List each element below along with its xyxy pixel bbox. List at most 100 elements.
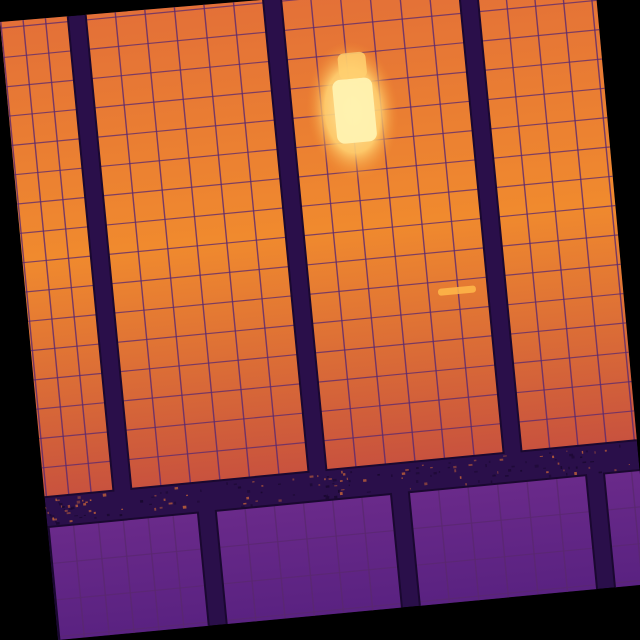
warm-strip — [438, 285, 476, 296]
panel-upper-3-border — [274, 0, 505, 472]
cell-line-h — [0, 79, 74, 92]
cell-line-h — [222, 566, 399, 585]
gap-speck — [549, 452, 552, 454]
panel-upper-2-border — [79, 0, 310, 490]
gap-speck — [438, 471, 441, 473]
cell-line-h — [415, 547, 594, 566]
gap-speck — [525, 461, 527, 464]
gap-speck — [309, 475, 314, 478]
gap-speck — [4, 503, 9, 506]
cell-line-h — [100, 148, 278, 168]
cell-line-h — [0, 0, 66, 4]
panel-upper-1-border — [0, 0, 115, 503]
gap-speck — [19, 508, 23, 511]
gap-speck — [85, 501, 88, 504]
gap-speck — [317, 475, 319, 478]
cell-line-h — [88, 31, 267, 50]
gap-speck — [237, 486, 242, 489]
gap-speck — [83, 514, 86, 517]
gap-speck — [196, 500, 200, 503]
cell-line-h — [510, 317, 640, 335]
gap-speck — [477, 480, 480, 483]
gap-speck — [551, 455, 555, 459]
gap-speck — [261, 484, 264, 487]
gap-speck — [47, 511, 49, 514]
gap-speck — [82, 499, 84, 502]
gap-speck — [163, 498, 166, 502]
gap-speck — [430, 474, 432, 477]
gap-speck — [447, 466, 451, 469]
gap-speck — [339, 491, 343, 496]
gap-speck — [503, 455, 507, 457]
gap-speck — [334, 495, 338, 499]
gap-speck — [497, 471, 499, 474]
gap-speck — [520, 469, 523, 472]
gap-speck — [488, 460, 491, 463]
cell-line-h — [312, 305, 490, 325]
gap-speck — [318, 484, 321, 486]
cell-line-h — [300, 188, 479, 207]
cell-line-h — [122, 383, 301, 402]
hotspot-top — [337, 51, 367, 80]
gap-speck — [168, 502, 173, 505]
cell-line-h — [0, 50, 72, 63]
cell-line-h — [52, 548, 202, 565]
gap-speck — [173, 501, 177, 505]
gap-speck — [292, 478, 295, 481]
gap-speck — [401, 477, 403, 479]
cell-line-h — [128, 441, 306, 461]
gap-speck — [421, 464, 424, 467]
gap-speck — [56, 499, 60, 502]
gap-speck — [339, 480, 343, 482]
gap-speck — [334, 485, 338, 487]
gap-speck — [243, 502, 247, 505]
cell-line-h — [614, 571, 640, 584]
gap-speck — [106, 513, 110, 517]
gap-speck — [102, 493, 107, 497]
cell-line-h — [59, 621, 209, 638]
cell-line-h — [320, 393, 499, 413]
panel-upper-4-border — [469, 0, 640, 453]
gap-speck — [5, 519, 7, 522]
cell-line-h — [226, 602, 402, 621]
gap-speck — [40, 503, 44, 506]
gap-speck — [328, 478, 332, 480]
gap-speck — [409, 487, 412, 490]
gap-speck — [433, 471, 437, 475]
gap-speck — [430, 466, 433, 469]
cell-line-h — [618, 608, 640, 621]
gap-speck — [543, 467, 546, 469]
gap-speck — [185, 494, 189, 497]
cell-line-h — [0, 255, 91, 268]
gap-speck — [574, 471, 578, 476]
gap-speck — [60, 505, 63, 508]
gap-speck — [55, 521, 60, 525]
gap-speck — [424, 482, 428, 486]
panel-lower-1-border — [47, 511, 221, 640]
gap-speck — [139, 499, 144, 503]
gap-speck — [67, 504, 71, 508]
gap-speck — [79, 516, 83, 519]
gap-speck — [390, 474, 393, 478]
cell-line-h — [518, 405, 640, 423]
gap-speck — [119, 514, 123, 517]
gap-speck — [569, 453, 574, 457]
gap-speck — [499, 458, 504, 461]
gap-speck — [563, 469, 565, 472]
cell-line-h — [0, 138, 80, 151]
gap-speck — [598, 471, 603, 474]
gap-speck — [348, 479, 351, 483]
cell-line-h — [284, 12, 462, 32]
gap-speck — [37, 522, 41, 525]
gap-speck — [465, 483, 467, 486]
gap-speck — [53, 518, 58, 521]
gap-speck — [485, 463, 487, 468]
cell-line-h — [323, 423, 501, 442]
cell-line-h — [0, 167, 83, 180]
cell-line-h — [55, 584, 205, 601]
gap-speck — [76, 500, 81, 504]
gap-speck — [337, 489, 340, 493]
gap-speck — [323, 494, 327, 498]
gap-speck — [571, 455, 575, 459]
